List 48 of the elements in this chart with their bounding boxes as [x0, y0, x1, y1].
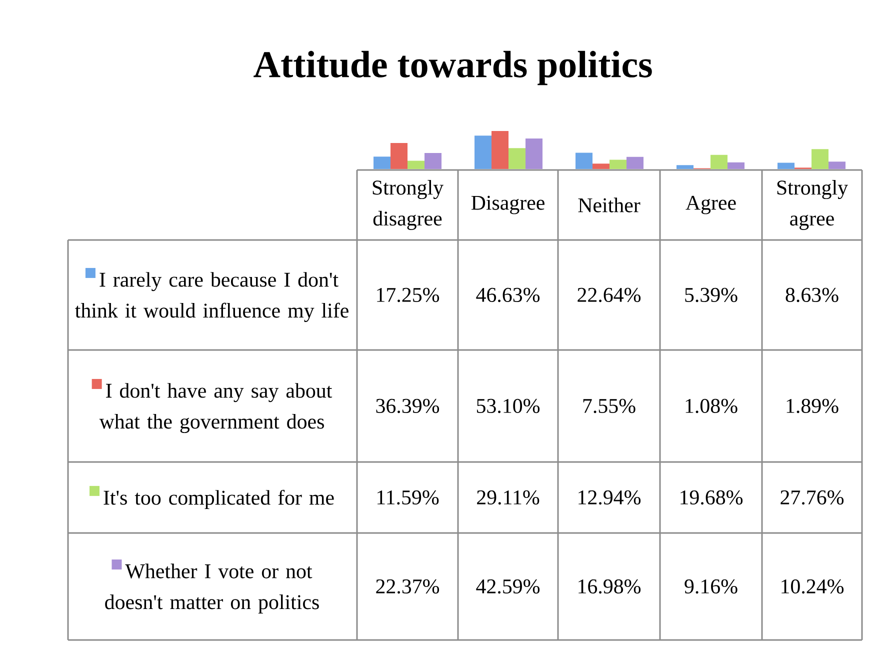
- x-tick-label: Disagree: [471, 196, 544, 214]
- bar: [492, 130, 509, 169]
- bar: [408, 160, 425, 169]
- legend-label: I rarely care because I don't think it would influence my life: [75, 272, 348, 322]
- x-tick-label: Strongly agree: [777, 180, 848, 230]
- bar: [374, 156, 391, 169]
- bar: [526, 138, 543, 169]
- bar: [812, 149, 829, 169]
- legend-label: It's too complicated for me: [104, 490, 334, 510]
- bar: [676, 165, 694, 169]
- data-label: 19.68%: [680, 490, 743, 505]
- x-tick-label: Neither: [578, 198, 640, 212]
- data-label: 1.89%: [786, 398, 838, 414]
- bar: [626, 156, 644, 169]
- data-label: 7.55%: [583, 398, 636, 414]
- data-label: 12.94%: [578, 490, 641, 505]
- bar: [778, 162, 795, 169]
- data-label: 53.10%: [476, 398, 540, 414]
- data-label: 16.98%: [578, 579, 641, 594]
- legend-label: I don't have any say about what the government does: [99, 383, 332, 434]
- bar: [424, 152, 442, 169]
- data-label: 22.37%: [376, 579, 440, 594]
- x-tick-label: Agree: [686, 196, 736, 214]
- data-label: 17.25%: [377, 288, 440, 302]
- data-label: 27.76%: [780, 490, 844, 505]
- data-label: 10.24%: [782, 579, 844, 594]
- data-label: 46.63%: [476, 288, 540, 302]
- data-label: 42.59%: [476, 579, 540, 594]
- bar: [610, 160, 627, 169]
- data-label: 11.59%: [377, 490, 439, 505]
- data-label: 1.08%: [686, 398, 738, 414]
- data-label: 29.11%: [477, 490, 540, 505]
- data-label: 8.63%: [786, 288, 838, 302]
- x-tick-label: Strongly disagree: [372, 180, 444, 230]
- legend-label: Whether I vote or not doesn't matter on politics: [105, 564, 319, 614]
- bar: [828, 162, 846, 169]
- bar: [728, 162, 745, 169]
- bar: [474, 136, 492, 169]
- data-label: 36.39%: [376, 398, 440, 414]
- bar: [592, 164, 610, 169]
- bar: [508, 148, 526, 169]
- data-label: 22.64%: [578, 288, 641, 302]
- bar: [710, 154, 728, 169]
- bar: [390, 142, 408, 169]
- data-label: 5.39%: [685, 288, 738, 302]
- bar: [576, 152, 593, 169]
- data-label: 9.16%: [684, 579, 738, 594]
- chart-title: Attitude towards politics: [254, 50, 652, 86]
